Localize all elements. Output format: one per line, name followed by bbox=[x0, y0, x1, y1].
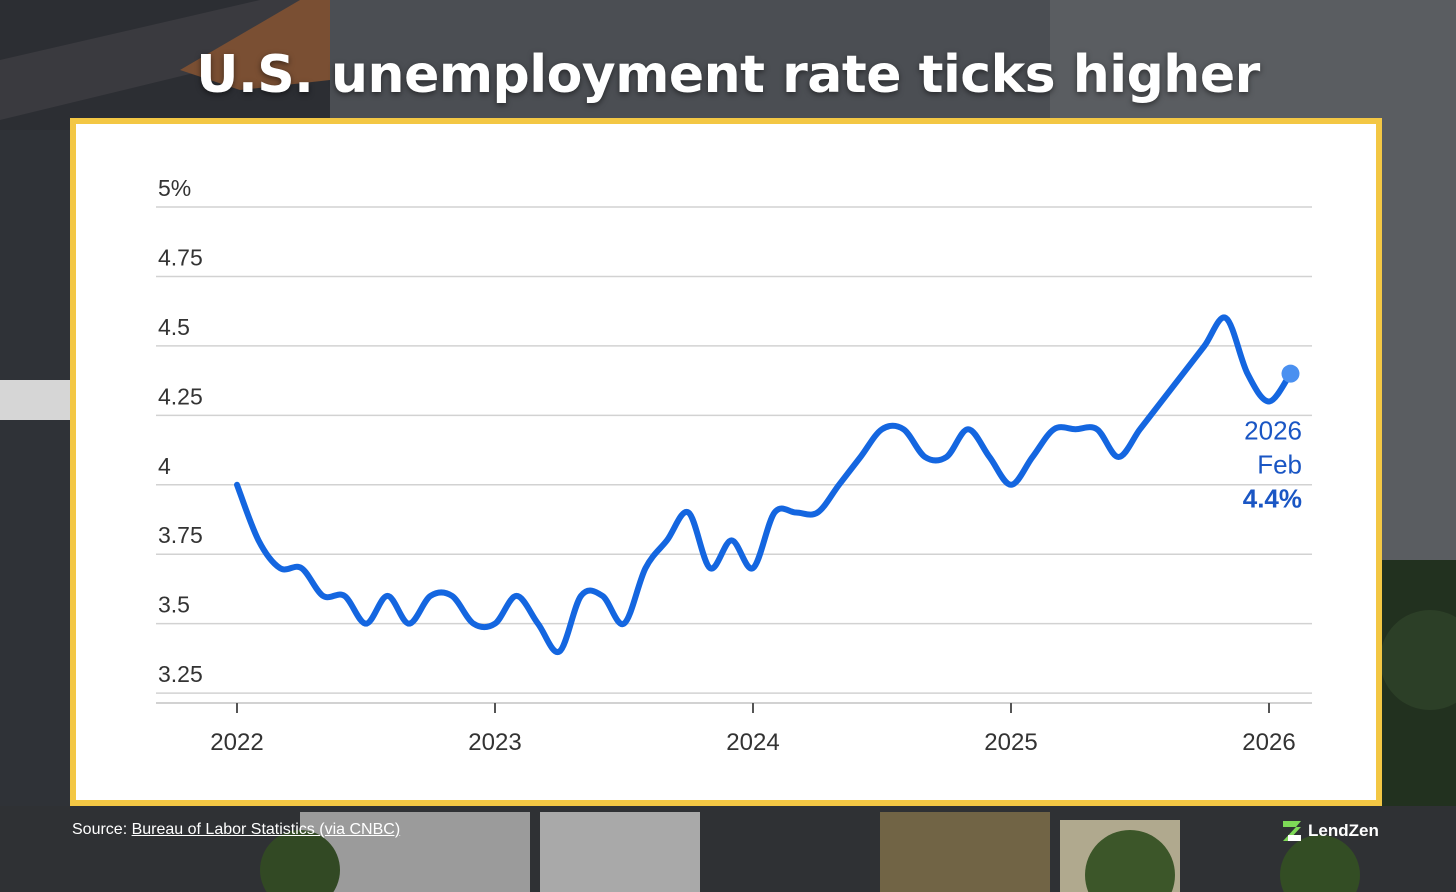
x-tick-label: 2025 bbox=[984, 729, 1037, 756]
y-tick-label: 4.5 bbox=[158, 314, 190, 340]
y-tick-label: 3.75 bbox=[158, 522, 203, 548]
chart-panel: 3.25 3.5 3.75 4 4.25 4.5 4.75 5% 2022 2023 2024 202… bbox=[70, 118, 1382, 806]
source-prefix: Source: bbox=[72, 821, 128, 838]
y-tick-label: 3.5 bbox=[158, 592, 190, 618]
callout-value: 4.4% bbox=[1243, 484, 1302, 514]
latest-value-dot bbox=[1281, 364, 1300, 383]
callout-year: 2026 bbox=[1244, 416, 1302, 446]
brand-logo[interactable]: LendZen bbox=[1282, 818, 1379, 844]
y-tick-label: 4 bbox=[158, 453, 171, 479]
brand-name: LendZen bbox=[1308, 821, 1379, 840]
x-tick-label: 2022 bbox=[210, 729, 263, 756]
y-tick-label: 4.75 bbox=[158, 244, 203, 270]
lendzen-logo-icon bbox=[1283, 821, 1301, 841]
y-tick-label: 5% bbox=[158, 175, 191, 201]
callout-month: Feb bbox=[1257, 450, 1302, 480]
x-tick-label: 2023 bbox=[468, 729, 521, 756]
source-note: Source: Bureau of Labor Statistics (via … bbox=[72, 820, 400, 840]
unemployment-line-chart: 3.25 3.5 3.75 4 4.25 4.5 4.75 5% 2022 2023 2024 202… bbox=[156, 175, 1312, 756]
x-tick-label: 2024 bbox=[726, 729, 779, 756]
unemployment-rate-line bbox=[234, 314, 1294, 655]
source-link[interactable]: Bureau of Labor Statistics (via CNBC) bbox=[131, 821, 401, 838]
y-tick-label: 3.25 bbox=[158, 661, 203, 687]
x-tick-label: 2026 bbox=[1242, 729, 1295, 756]
y-tick-label: 4.25 bbox=[158, 383, 203, 409]
page-title: U.S. unemployment rate ticks higher bbox=[196, 45, 1260, 105]
